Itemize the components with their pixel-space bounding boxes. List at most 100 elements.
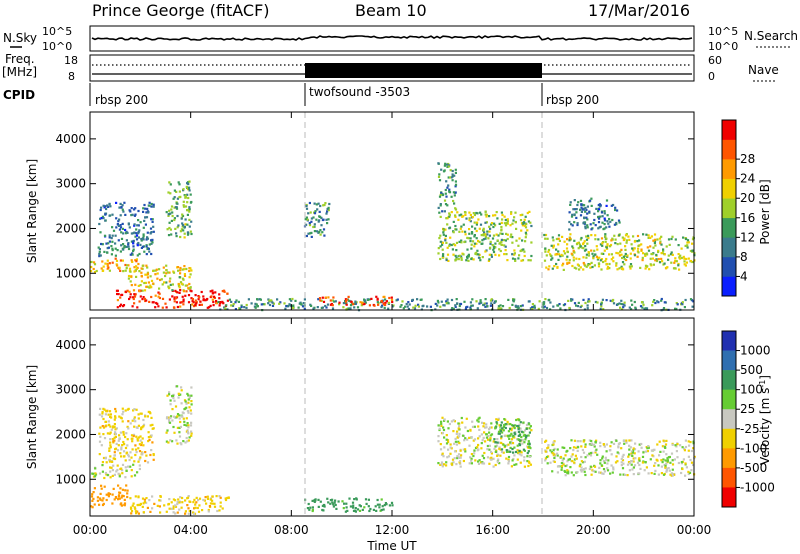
echo-cell <box>440 463 443 466</box>
echo-cell <box>464 233 467 236</box>
echo-cell <box>342 306 345 309</box>
echo-cell <box>660 243 663 246</box>
echo-cell <box>524 215 527 218</box>
echo-cell <box>488 215 491 218</box>
echo-cell <box>684 474 687 477</box>
echo-cell <box>451 307 454 310</box>
echo-cell <box>121 407 124 410</box>
echo-cell <box>90 495 94 498</box>
echo-cell <box>309 506 312 509</box>
echo-cell <box>96 496 99 499</box>
echo-cell <box>642 451 645 454</box>
echo-cell <box>552 305 555 308</box>
echo-cell <box>603 470 606 473</box>
echo-cell <box>245 306 248 309</box>
echo-cell <box>191 300 194 303</box>
echo-cell <box>224 498 228 502</box>
echo-cell <box>185 290 188 293</box>
echo-cell <box>445 461 448 464</box>
echo-cell <box>212 291 215 294</box>
colorbar-swatch <box>722 350 736 371</box>
echo-cell <box>471 225 474 228</box>
echo-cell <box>478 435 481 438</box>
echo-cell <box>319 215 322 218</box>
echo-cell <box>179 266 182 270</box>
echo-cell <box>473 235 476 238</box>
echo-cell <box>323 203 326 207</box>
echo-cell <box>190 421 193 424</box>
echo-cell <box>334 499 337 502</box>
echo-cell <box>93 263 97 266</box>
echo-cell <box>105 410 108 413</box>
echo-cell <box>638 457 641 460</box>
echo-cell <box>513 427 516 430</box>
echo-cell <box>173 296 176 299</box>
echo-cell <box>546 447 549 450</box>
echo-cell <box>599 307 602 310</box>
echo-cell <box>130 475 133 478</box>
echo-cell <box>466 236 469 239</box>
echo-cell <box>187 401 190 404</box>
echo-cell <box>114 257 117 260</box>
echo-cell <box>488 444 491 447</box>
echo-cell <box>167 191 170 194</box>
echo-cell <box>594 440 597 443</box>
echo-cell <box>190 297 193 300</box>
echo-cell <box>484 213 487 216</box>
echo-cell <box>163 504 166 507</box>
echo-cell <box>144 273 147 276</box>
echo-cell <box>169 439 172 442</box>
echo-cell <box>141 245 145 248</box>
echo-cell <box>451 173 454 176</box>
echo-cell <box>132 249 135 253</box>
echo-cell <box>528 443 531 446</box>
echo-cell <box>609 245 612 248</box>
echo-cell <box>556 471 559 474</box>
echo-cell <box>132 248 135 251</box>
echo-cell <box>127 243 130 246</box>
echo-cell <box>527 259 530 262</box>
echo-cell <box>447 184 450 187</box>
echo-cell <box>378 506 381 509</box>
echo-cell <box>651 454 654 457</box>
echo-cell <box>513 454 516 457</box>
echo-cell <box>446 165 449 168</box>
echo-cell <box>172 511 175 514</box>
echo-cell <box>632 457 635 460</box>
echo-cell <box>445 195 448 198</box>
echo-cell <box>528 446 531 449</box>
echo-cell <box>468 228 471 231</box>
echo-cell <box>100 242 103 246</box>
echo-cell <box>640 442 643 446</box>
echo-cell <box>151 495 154 498</box>
echo-cell <box>169 192 172 195</box>
echo-cell <box>649 458 652 461</box>
echo-cell <box>326 303 330 306</box>
echo-cell <box>128 458 131 462</box>
echo-cell <box>577 241 580 244</box>
echo-cell <box>559 307 562 310</box>
echo-cell <box>303 307 306 310</box>
echo-cell <box>484 221 487 224</box>
echo-cell <box>133 417 136 421</box>
echo-cell <box>168 393 171 396</box>
echo-cell <box>302 302 305 305</box>
echo-cell <box>543 259 547 262</box>
echo-cell <box>500 428 504 431</box>
echo-cell <box>507 430 510 433</box>
echo-cell <box>623 304 626 307</box>
echo-cell <box>644 461 647 464</box>
echo-cell <box>472 258 475 261</box>
echo-cell <box>600 268 603 271</box>
echo-cell <box>187 398 190 401</box>
echo-cell <box>149 284 152 287</box>
echo-cell <box>140 426 143 429</box>
echo-cell <box>194 304 197 307</box>
echo-cell <box>456 455 459 458</box>
echo-cell <box>98 503 101 506</box>
echo-cell <box>326 222 329 225</box>
echo-cell <box>181 501 184 504</box>
echo-cell <box>367 505 370 508</box>
colorbar-swatch <box>722 428 736 449</box>
echo-cell <box>451 175 454 178</box>
